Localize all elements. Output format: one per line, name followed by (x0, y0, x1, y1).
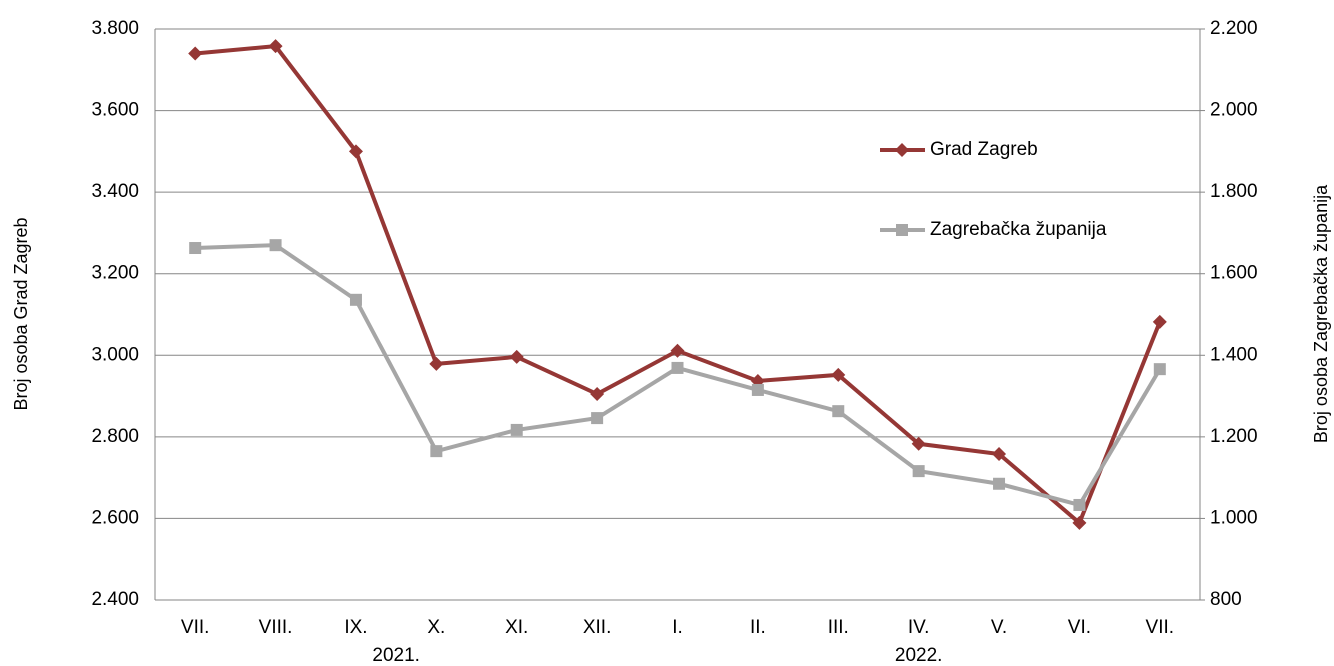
x-group-label: 2021. (372, 645, 420, 666)
data-point (590, 387, 605, 402)
x-tick-label: VII. (181, 617, 210, 638)
data-point (911, 436, 926, 451)
y2-tick-label: 1.200 (1210, 426, 1258, 447)
y2-axis-title: Broj osoba Zagrebačka županija (1311, 184, 1331, 443)
data-point (189, 242, 202, 255)
x-tick-label: I. (672, 617, 683, 638)
legend-label: Grad Zagreb (930, 139, 1038, 160)
data-point (1072, 515, 1087, 530)
y-tick-label: 3.000 (91, 344, 139, 365)
x-tick-label: VI. (1068, 617, 1091, 638)
x-tick-label: II. (750, 617, 766, 638)
data-point (348, 144, 363, 159)
data-point (992, 446, 1007, 461)
x-tick-label: V. (991, 617, 1007, 638)
data-point (751, 383, 764, 396)
y-tick-label: 3.200 (91, 263, 139, 284)
data-point (510, 423, 523, 436)
x-tick-label: VIII. (259, 617, 293, 638)
y2-tick-label: 1.600 (1210, 263, 1258, 284)
data-point (1073, 498, 1086, 511)
data-point (268, 39, 283, 54)
data-point (591, 412, 604, 425)
y-tick-label: 2.800 (91, 426, 139, 447)
y-tick-label: 3.400 (91, 181, 139, 202)
data-point (188, 46, 203, 61)
x-tick-label: III. (828, 617, 849, 638)
data-point (670, 343, 685, 358)
data-point (912, 465, 925, 478)
y2-tick-label: 1.000 (1210, 507, 1258, 528)
y-axis-title: Broj osoba Grad Zagreb (11, 217, 31, 410)
y2-tick-label: 2.200 (1210, 18, 1258, 39)
x-group-label: 2022. (895, 645, 943, 666)
data-point (832, 405, 845, 418)
y2-tick-label: 1.400 (1210, 344, 1258, 365)
data-point (349, 293, 362, 306)
legend-label: Zagrebačka županija (930, 219, 1107, 240)
y-tick-label: 3.600 (91, 100, 139, 121)
x-tick-label: X. (427, 617, 445, 638)
data-point (831, 367, 846, 382)
x-tick-label: XII. (583, 617, 612, 638)
data-point (1152, 314, 1167, 329)
y2-tick-label: 2.000 (1210, 100, 1258, 121)
series-line (195, 44, 1162, 527)
legend-marker (896, 224, 908, 236)
data-point (430, 445, 443, 458)
y2-tick-label: 1.800 (1210, 181, 1258, 202)
data-point (509, 349, 524, 364)
data-point (1153, 363, 1166, 376)
data-point (269, 239, 282, 252)
data-point (429, 356, 444, 371)
x-tick-label: IV. (908, 617, 930, 638)
x-tick-label: IX. (344, 617, 367, 638)
x-tick-label: XI. (505, 617, 528, 638)
y-tick-label: 2.600 (91, 507, 139, 528)
legend-marker (895, 143, 909, 157)
y-tick-label: 3.800 (91, 18, 139, 39)
data-point (671, 361, 684, 374)
y-tick-label: 2.400 (91, 589, 139, 610)
x-tick-label: VII. (1146, 617, 1175, 638)
y2-tick-label: 800 (1210, 589, 1242, 610)
data-point (993, 477, 1006, 490)
